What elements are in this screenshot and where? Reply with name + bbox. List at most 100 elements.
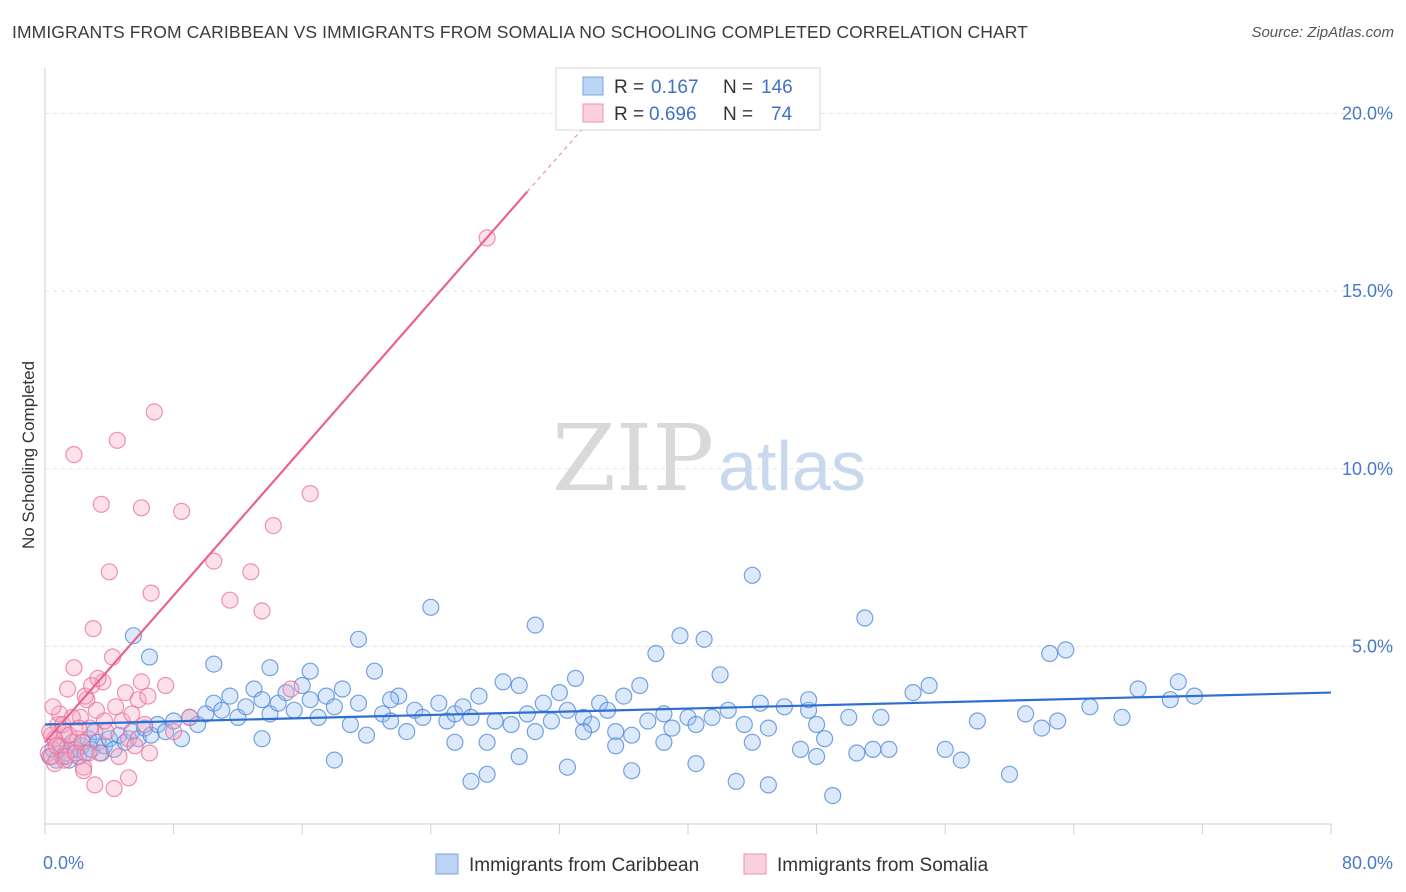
- y-tick-label-2: 15.0%: [1342, 281, 1393, 301]
- legend-swatch-somalia: [582, 103, 604, 123]
- caribbean-point-51: [349, 694, 368, 712]
- somalia-point-73: [181, 708, 199, 727]
- y-axis-label: No Schooling Completed: [19, 361, 38, 549]
- caribbean-point-118: [952, 751, 970, 769]
- legend-n-value-1: 146: [761, 77, 793, 98]
- somalia-point-36: [92, 495, 110, 513]
- somalia-point-67: [82, 676, 101, 695]
- somalia-point-45: [301, 485, 319, 503]
- caribbean-point-90: [663, 719, 681, 737]
- caribbean-point-85: [623, 726, 641, 744]
- caribbean-point-115: [904, 683, 922, 702]
- caribbean-point-74: [534, 694, 552, 712]
- somalia-point-26: [123, 705, 141, 723]
- y-tick-labels: 5.0% 10.0% 15.0% 20.0%: [1342, 104, 1393, 657]
- legend-n-label-2: N =: [723, 104, 753, 125]
- caribbean-point-126: [1129, 680, 1147, 698]
- chart-source: Source: ZipAtlas.com: [1251, 24, 1394, 41]
- caribbean-point-122: [1033, 719, 1051, 737]
- caribbean-point-48: [325, 698, 343, 716]
- caribbean-point-100: [743, 733, 761, 751]
- legend-bottom-swatch-somalia: [743, 853, 767, 875]
- caribbean-point-121: [1016, 705, 1035, 723]
- caribbean-point-43: [285, 701, 303, 719]
- caribbean-point-37: [237, 698, 255, 716]
- caribbean-point-71: [510, 676, 528, 695]
- somalia-point-22: [110, 747, 128, 766]
- somalia-point-8: [65, 659, 83, 677]
- caribbean-point-49: [333, 680, 351, 698]
- somalia-point-66: [79, 744, 98, 762]
- caribbean-point-93: [687, 715, 705, 734]
- somalia-point-48: [105, 779, 123, 798]
- caribbean-point-144: [607, 737, 625, 755]
- legend-r-label-1: R =: [614, 77, 644, 98]
- somalia-point-41: [242, 563, 260, 581]
- caribbean-point-65: [462, 708, 480, 727]
- caribbean-point-66: [470, 687, 488, 705]
- caribbean-point-110: [848, 744, 866, 762]
- somalia-point-46: [140, 744, 159, 762]
- caribbean-point-45: [301, 691, 319, 709]
- caribbean-point-132: [205, 655, 223, 673]
- somalia-point-47: [120, 769, 138, 787]
- x-tick-labels: 0.0% 80.0%: [43, 853, 1393, 873]
- legend-bottom-label-somalia: Immigrants from Somalia: [777, 855, 989, 876]
- caribbean-point-96: [711, 666, 729, 684]
- series-caribbean-points: [41, 566, 1204, 805]
- y-tick-label-0: 5.0%: [1352, 636, 1393, 656]
- caribbean-point-20: [110, 726, 128, 744]
- caribbean-point-104: [791, 740, 810, 759]
- caribbean-point-145: [623, 762, 641, 780]
- somalia-point-19: [100, 563, 118, 581]
- caribbean-point-60: [422, 598, 440, 616]
- caribbean-point-114: [880, 740, 898, 759]
- caribbean-point-99: [735, 715, 753, 734]
- x-tick-label-0: 0.0%: [43, 853, 84, 873]
- somalia-point-60: [60, 726, 78, 744]
- somalia-point-21: [107, 698, 125, 716]
- caribbean-point-117: [936, 740, 954, 759]
- somalia-point-14: [84, 619, 102, 638]
- trend-line-caribbean: [44, 691, 1332, 726]
- y-tick-label-3: 20.0%: [1342, 104, 1393, 124]
- caribbean-point-128: [1169, 673, 1187, 691]
- caribbean-point-53: [365, 662, 384, 680]
- caribbean-point-77: [558, 701, 577, 719]
- caribbean-point-95: [703, 708, 721, 727]
- caribbean-point-52: [357, 726, 376, 744]
- caribbean-point-138: [462, 772, 480, 791]
- caribbean-point-148: [743, 566, 761, 584]
- somalia-point-62: [66, 744, 85, 762]
- caribbean-point-127: [1161, 691, 1179, 709]
- watermark-zip: ZIP: [552, 405, 714, 512]
- somalia-point-72: [165, 722, 183, 741]
- caribbean-point-97: [719, 701, 737, 719]
- somalia-point-38: [173, 502, 191, 520]
- caribbean-point-116: [920, 676, 938, 695]
- somalia-point-30: [136, 715, 154, 734]
- legend-n-label-1: N =: [723, 77, 753, 98]
- caribbean-point-39: [253, 691, 271, 709]
- caribbean-point-94: [695, 630, 713, 648]
- caribbean-point-136: [382, 691, 400, 709]
- caribbean-point-50: [341, 715, 359, 734]
- caribbean-point-67: [478, 733, 496, 751]
- somalia-point-59: [57, 747, 75, 766]
- caribbean-point-133: [261, 659, 279, 677]
- somalia-point-25: [120, 730, 138, 748]
- caribbean-point-102: [759, 719, 778, 737]
- caribbean-point-75: [542, 712, 561, 730]
- somalia-point-28: [129, 691, 147, 709]
- somalia-point-34: [108, 431, 126, 449]
- somalia-point-27: [126, 737, 144, 755]
- caribbean-point-69: [494, 673, 512, 691]
- somalia-point-31: [139, 687, 157, 705]
- trend-lines: [44, 127, 1332, 744]
- caribbean-point-119: [968, 712, 987, 730]
- caribbean-point-76: [550, 683, 569, 702]
- trend-line-somalia: [44, 190, 529, 744]
- caribbean-point-87: [639, 712, 657, 730]
- caribbean-point-124: [1081, 698, 1099, 716]
- watermark: ZIP atlas: [552, 405, 866, 512]
